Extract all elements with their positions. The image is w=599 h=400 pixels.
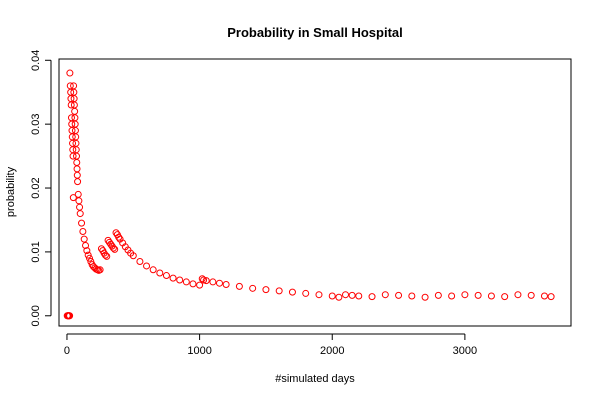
- y-axis: 0.00 0.01 0.02 0.03 0.04: [30, 50, 52, 326]
- data-point: [136, 257, 144, 265]
- data-point: [547, 293, 555, 301]
- data-point: [86, 254, 94, 262]
- data-point: [149, 266, 157, 274]
- data-point: [84, 251, 92, 259]
- y-tick-label: 0.03: [30, 113, 42, 134]
- data-point: [355, 292, 363, 300]
- data-point: [448, 292, 456, 300]
- data-point: [527, 291, 535, 299]
- data-point: [395, 291, 403, 299]
- data-point: [189, 280, 197, 288]
- data-point: [196, 281, 204, 289]
- y-tick-label: 0.04: [30, 50, 42, 71]
- data-point: [162, 272, 170, 280]
- data-point: [421, 293, 429, 301]
- data-point: [143, 262, 151, 270]
- data-point: [487, 292, 495, 300]
- x-axis-label: #simulated days: [275, 373, 355, 385]
- y-tick-label: 0.00: [30, 305, 42, 326]
- data-point: [115, 233, 123, 241]
- data-point: [501, 293, 509, 301]
- data-point: [109, 244, 117, 252]
- x-tick-label: 0: [64, 345, 70, 357]
- data-point: [249, 284, 257, 292]
- data-point: [235, 282, 243, 290]
- data-point: [78, 219, 86, 227]
- y-tick-label: 0.02: [30, 177, 42, 198]
- chart-title: Probability in Small Hospital: [227, 25, 403, 40]
- data-point: [514, 291, 522, 299]
- data-point: [368, 293, 376, 301]
- x-tick-label: 3000: [453, 345, 477, 357]
- data-point: [381, 291, 389, 299]
- data-point: [335, 293, 343, 301]
- data-point: [79, 227, 87, 235]
- data-point: [348, 291, 356, 299]
- data-point: [408, 292, 416, 300]
- data-point: [434, 291, 442, 299]
- data-point: [69, 152, 77, 160]
- data-point: [262, 286, 270, 294]
- data-point: [540, 292, 548, 300]
- data-point: [198, 275, 206, 283]
- data-point: [222, 280, 230, 288]
- data-point: [315, 291, 323, 299]
- data-point: [74, 178, 82, 186]
- data-point: [461, 291, 469, 299]
- data-point: [82, 242, 90, 250]
- data-point: [66, 312, 74, 320]
- y-tick-label: 0.01: [30, 241, 42, 262]
- data-point: [67, 101, 75, 109]
- data-point: [156, 269, 164, 277]
- data-point: [209, 278, 217, 286]
- data-point: [288, 288, 296, 296]
- x-tick-label: 1000: [187, 345, 211, 357]
- data-point: [129, 252, 137, 260]
- data-point: [83, 247, 91, 255]
- data-point: [474, 291, 482, 299]
- data-point: [111, 245, 119, 253]
- data-point: [80, 235, 88, 243]
- data-point: [76, 210, 84, 218]
- data-point: [215, 279, 223, 287]
- data-point: [169, 274, 177, 282]
- data-point: [275, 287, 283, 295]
- data-points: [63, 69, 555, 320]
- data-point: [66, 69, 74, 77]
- data-point: [200, 276, 208, 284]
- data-point: [69, 194, 77, 202]
- data-point: [302, 289, 310, 297]
- data-point: [328, 292, 336, 300]
- data-point: [176, 276, 184, 284]
- data-point: [101, 251, 109, 259]
- data-point: [342, 291, 350, 299]
- x-tick-label: 2000: [320, 345, 344, 357]
- data-point: [96, 266, 104, 274]
- plot-frame: [58, 58, 572, 327]
- data-point: [103, 252, 111, 260]
- data-point: [202, 277, 210, 285]
- data-point: [182, 278, 190, 286]
- x-axis: 0 1000 2000 3000: [64, 333, 477, 357]
- y-axis-label: probability: [5, 166, 17, 217]
